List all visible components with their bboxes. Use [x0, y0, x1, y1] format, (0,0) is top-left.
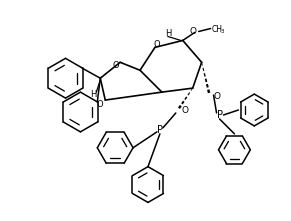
Text: O: O	[154, 40, 160, 49]
Text: H: H	[90, 90, 97, 99]
Text: P: P	[217, 110, 223, 120]
Text: CH: CH	[212, 25, 223, 34]
Text: 3: 3	[221, 29, 224, 34]
Text: O: O	[189, 27, 196, 36]
Text: O: O	[97, 99, 104, 109]
Text: H: H	[165, 29, 171, 38]
Text: O: O	[113, 61, 120, 70]
Text: O: O	[214, 91, 221, 101]
Text: O: O	[182, 107, 189, 116]
Text: P: P	[157, 125, 163, 135]
